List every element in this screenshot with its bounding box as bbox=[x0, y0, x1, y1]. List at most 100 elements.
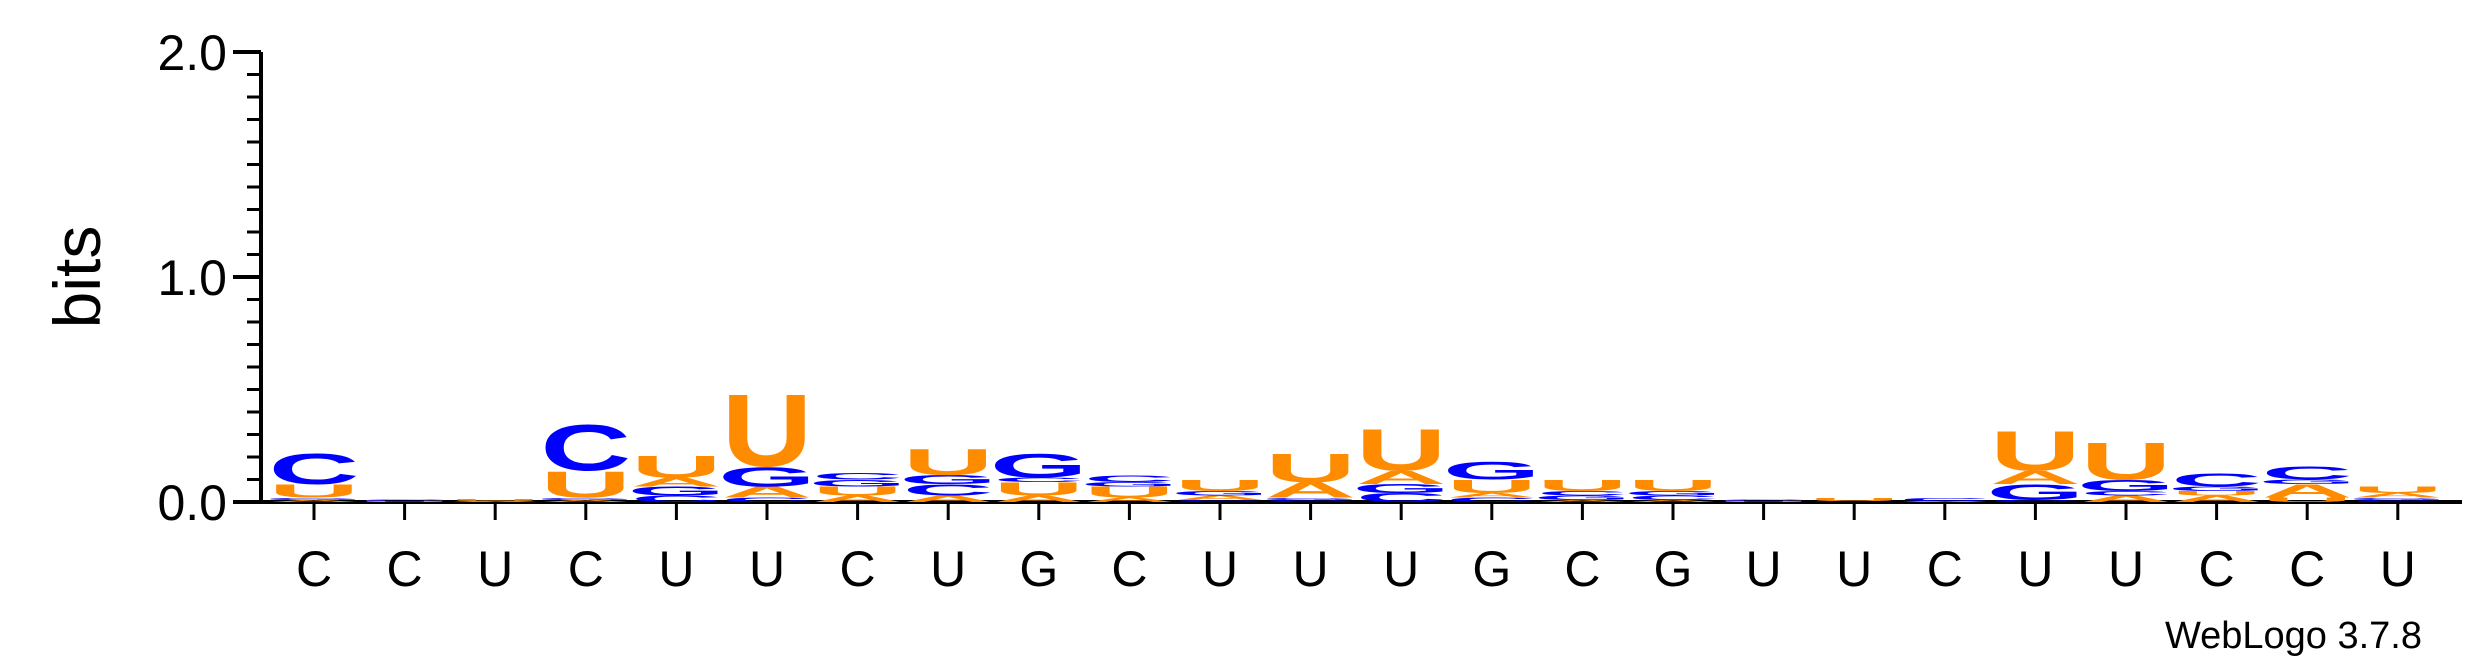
logo-letter-u: U bbox=[1990, 420, 2081, 483]
logo-letter-a: A bbox=[903, 493, 994, 504]
logo-letter-a: A bbox=[2081, 493, 2172, 504]
position-label: C bbox=[840, 541, 876, 597]
logo-letter-a: A bbox=[1265, 478, 1356, 502]
logo-letter-c: C bbox=[631, 493, 722, 504]
logo-letter-u: U bbox=[1446, 476, 1537, 497]
logo-letter-a: A bbox=[540, 499, 631, 502]
position-label: C bbox=[1564, 541, 1600, 597]
logo-letter-g: G bbox=[1262, 497, 1360, 500]
logo-letter-u: U bbox=[2352, 484, 2443, 495]
logo-letter-g: G bbox=[628, 484, 726, 498]
logo-letter-g: G bbox=[1624, 490, 1722, 497]
logo-letter-c: C bbox=[1356, 491, 1447, 505]
logo-letter-c: C bbox=[722, 496, 813, 503]
position-label: C bbox=[296, 541, 332, 597]
logo-letter-a: A bbox=[2262, 481, 2353, 502]
position-label: U bbox=[1383, 541, 1419, 597]
logo-letter-a: A bbox=[812, 493, 903, 504]
logo-letter-g: G bbox=[2077, 477, 2175, 494]
logo-letter-u: U bbox=[1628, 477, 1719, 494]
logo-letter-g: G bbox=[537, 497, 635, 500]
logo-letter-a: A bbox=[1446, 492, 1537, 499]
logo-letter-u: U bbox=[1356, 417, 1447, 483]
logo-letter-c: C bbox=[1718, 499, 1809, 501]
logo-letter-c: C bbox=[2081, 490, 2172, 497]
logo-letter-g: G bbox=[2168, 485, 2266, 492]
logo-letter-c: C bbox=[269, 444, 360, 493]
logo-letter-g: G bbox=[1081, 481, 1179, 488]
logo-letter-c: C bbox=[2171, 470, 2262, 491]
logo-letter-c: C bbox=[1628, 494, 1719, 501]
logo-letter-c: C bbox=[1899, 497, 1990, 502]
logo-letter-c: C bbox=[1175, 499, 1266, 502]
position-label: C bbox=[1927, 541, 1963, 597]
logo-letter-g: G bbox=[2349, 497, 2447, 500]
logo-letter-g: G bbox=[265, 497, 363, 500]
position-label: G bbox=[1654, 541, 1693, 597]
position-label: G bbox=[1472, 541, 1511, 597]
position-label: C bbox=[568, 541, 604, 597]
logo-letter-g: G bbox=[809, 478, 907, 489]
logo-letter-c: C bbox=[2262, 463, 2353, 484]
logo-letter-g: G bbox=[1171, 490, 1269, 497]
logo-letter-u: U bbox=[1537, 477, 1628, 494]
position-label: C bbox=[1111, 541, 1147, 597]
position-label: G bbox=[1019, 541, 1058, 597]
position-label: C bbox=[2289, 541, 2325, 597]
logo-letter-a: A bbox=[1990, 467, 2081, 488]
logo-letter-a: A bbox=[631, 475, 722, 489]
logo-letter-c: C bbox=[812, 471, 903, 482]
logo-letter-g: G bbox=[1443, 457, 1541, 485]
position-label: U bbox=[2017, 541, 2053, 597]
logo-letter-g: G bbox=[718, 461, 816, 492]
logo-letter-g: G bbox=[2258, 478, 2356, 485]
logo-letter-c: C bbox=[359, 499, 450, 501]
logo-letter-u: U bbox=[450, 498, 541, 501]
y-axis-title: bits bbox=[40, 226, 114, 329]
logo-letter-u: U bbox=[1809, 497, 1900, 502]
logo-letter-g: G bbox=[990, 446, 1088, 484]
logo-letter-g: G bbox=[1534, 494, 1632, 501]
logo-letter-a: A bbox=[450, 501, 541, 503]
logo-letter-a: A bbox=[722, 483, 813, 500]
logo-letter-a: A bbox=[1084, 496, 1175, 503]
position-label: U bbox=[2380, 541, 2416, 597]
y-tick-label: 1.0 bbox=[157, 250, 227, 306]
position-label: U bbox=[1746, 541, 1782, 597]
logo-letter-c: C bbox=[2352, 499, 2443, 502]
logo-letter-u: U bbox=[631, 449, 722, 484]
logo-letter-u: U bbox=[1084, 483, 1175, 500]
weblogo-credit: WebLogo 3.7.8 bbox=[2165, 615, 2422, 657]
logo-letter-u: U bbox=[359, 501, 450, 503]
logo-letter-a: A bbox=[1356, 467, 1447, 488]
position-label: U bbox=[930, 541, 966, 597]
logo-letter-u: U bbox=[1175, 477, 1266, 494]
position-label: U bbox=[477, 541, 513, 597]
logo-letter-a: A bbox=[1628, 499, 1719, 502]
logo-letter-u: U bbox=[269, 481, 360, 502]
logo-letter-u: U bbox=[1718, 501, 1809, 503]
logo-letter-a: A bbox=[993, 493, 1084, 504]
logo-letter-c: C bbox=[903, 481, 994, 498]
logo-letter-c: C bbox=[993, 476, 1084, 483]
logo-letter-c: C bbox=[1537, 490, 1628, 497]
logo-letter-g: G bbox=[1987, 480, 2085, 504]
logo-letter-c: C bbox=[1084, 473, 1175, 484]
logo-letter-g: G bbox=[899, 473, 997, 487]
logo-letter-c: C bbox=[1446, 496, 1537, 503]
logo-letter-c: C bbox=[540, 412, 631, 485]
logo-letter-c: C bbox=[1809, 501, 1900, 503]
logo-letter-a: A bbox=[2171, 493, 2262, 504]
position-label: U bbox=[1836, 541, 1872, 597]
logo-letter-u: U bbox=[722, 374, 813, 489]
logo-letter-a: A bbox=[1175, 494, 1266, 501]
y-ticks: 0.0 1.0 2.0 bbox=[157, 25, 261, 531]
y-tick-label: 0.0 bbox=[157, 475, 227, 531]
position-label: U bbox=[2108, 541, 2144, 597]
logo-letter-u: U bbox=[2081, 432, 2172, 491]
logo-letter-u: U bbox=[1265, 445, 1356, 491]
position-label: C bbox=[387, 541, 423, 597]
